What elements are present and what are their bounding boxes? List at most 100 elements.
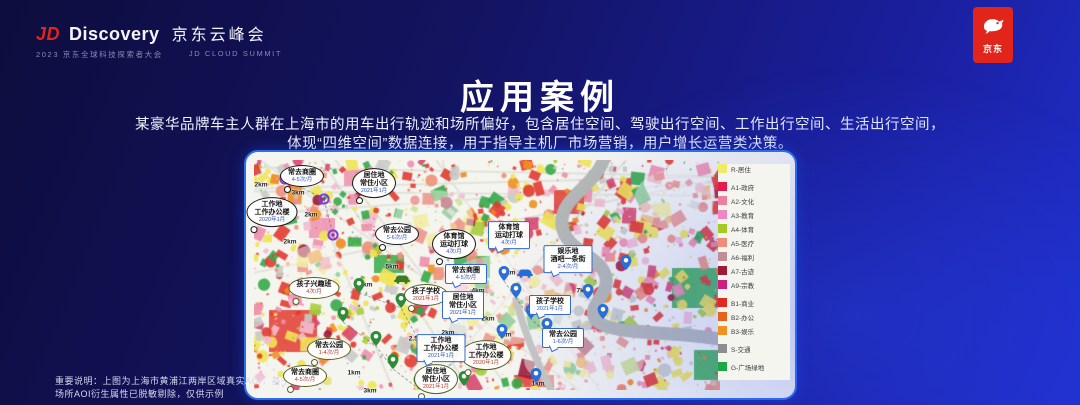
legend-swatch xyxy=(718,224,727,233)
legend-item: A2-文化 xyxy=(718,196,790,206)
summit-name-cn: 京东云峰会 xyxy=(171,27,267,44)
location-pin-icon xyxy=(496,324,508,339)
location-pin-icon xyxy=(510,283,522,298)
legend-label: A2-文化 xyxy=(731,198,755,206)
location-pin-icon xyxy=(498,266,510,281)
distance-label: 1km xyxy=(531,380,545,388)
distance-label: 5km xyxy=(385,263,399,271)
distance-label: 2km xyxy=(283,238,297,246)
location-pin-icon xyxy=(620,255,632,270)
legend-label: A3-教育 xyxy=(731,212,755,220)
footnote-line-1: 重要说明：上图为上海市黄浦江两岸区域真实AOI，基于车主隐私， xyxy=(55,376,339,386)
legend-swatch xyxy=(718,362,727,371)
legend-label: S-交通 xyxy=(731,346,751,354)
page-title: 应用案例 xyxy=(460,79,620,117)
location-pin-icon xyxy=(597,304,609,319)
subtitle-line-2: 体现“四维空间”数据连接，用于指导主机厂市场营销，用户增长运营类决策。 xyxy=(287,136,793,152)
marker-sub: 1-6次/月 xyxy=(552,338,574,345)
map-marker: 居住地 常住小区 2021年1月 xyxy=(414,364,458,398)
marker-title: 孩子兴趣班 xyxy=(296,281,332,289)
legend-item: R-居住 xyxy=(718,164,790,174)
jdd-logo-discovery: Discovery xyxy=(69,24,160,44)
marker-title: 工作办公楼 xyxy=(254,208,290,216)
marker-title: 居住地 xyxy=(363,172,385,180)
legend-label: A5-医疗 xyxy=(731,240,755,248)
jd-badge-label: 京东 xyxy=(982,43,1003,54)
marker-title: 运动打球 xyxy=(495,231,523,239)
car-icon xyxy=(517,268,534,278)
legend-label: A9-宗教 xyxy=(731,282,755,290)
marker-sub: 4-5次/月 xyxy=(291,176,313,183)
map-marker: 孩子兴趣班 4次/月 xyxy=(288,277,340,305)
marker-title: 体育馆 xyxy=(443,233,465,241)
marker-sub: 1-4次/月 xyxy=(318,349,340,356)
marker-title: 孩子学校 xyxy=(536,298,564,306)
jd-dog-icon xyxy=(980,16,1007,40)
marker-title: 运动打球 xyxy=(440,240,468,248)
map-marker: 居住地 常住小区 2021年1月 xyxy=(442,291,484,319)
marker-title: 酒吧一条街 xyxy=(550,255,586,263)
legend-swatch xyxy=(718,344,727,353)
marker-title: 工作地 xyxy=(430,337,452,345)
jd-logo-badge: 京东 xyxy=(973,7,1013,63)
legend-swatch xyxy=(718,252,727,261)
distance-label: 3km xyxy=(359,281,373,289)
legend-item: A5-医疗 xyxy=(718,238,790,248)
marker-title: 工作办公楼 xyxy=(423,344,459,352)
marker-title: 常住小区 xyxy=(422,375,450,383)
gps-ring-icon xyxy=(327,229,339,241)
legend-item: B2-办公 xyxy=(718,312,790,322)
distance-label: 1km xyxy=(347,369,361,377)
map-marker: 娱乐地 酒吧一条街 2-4次/月 xyxy=(543,245,593,273)
marker-sub: 2021年1月 xyxy=(422,383,450,390)
distance-label: 2km xyxy=(481,315,495,323)
map-marker: 常去公园 5-6次/月 xyxy=(375,223,419,251)
marker-sub: 2020年1月 xyxy=(258,216,286,223)
marker-sub: 4次/月 xyxy=(306,288,322,295)
legend-label: B3-娱乐 xyxy=(731,328,755,336)
legend-label: B1-商业 xyxy=(731,300,755,308)
car-icon xyxy=(394,274,411,284)
legend-swatch xyxy=(718,164,727,173)
legend-swatch xyxy=(718,182,727,191)
legend-label: A4-体育 xyxy=(731,226,755,234)
location-pin-icon xyxy=(337,307,349,322)
legend-item: A3-教育 xyxy=(718,210,790,220)
summit-subtitle-cn: 2023 京东全球科技探索者大会 xyxy=(36,50,163,59)
marker-title: 娱乐地 xyxy=(557,248,579,256)
marker-title: 常去商圈 xyxy=(291,369,319,377)
marker-sub: 4次/月 xyxy=(446,248,462,255)
legend-item: A7-古迹 xyxy=(718,266,790,276)
legend-swatch xyxy=(718,238,727,247)
marker-sub: 2021年1月 xyxy=(449,309,477,316)
distance-label: 3km xyxy=(363,387,377,395)
marker-title: 常住小区 xyxy=(360,179,388,187)
legend-item: A6-福利 xyxy=(718,252,790,262)
marker-title: 工作地 xyxy=(475,344,497,352)
map-marker: 工作地 工作办公楼 2020年1月 xyxy=(246,197,298,233)
legend-label: G-广场绿地 xyxy=(731,364,765,372)
map-marker: 常去商圈 4-5次/月 xyxy=(445,264,487,284)
legend-item: A1-政府 xyxy=(718,182,790,192)
map-marker: 体育馆 运动打球 4次/月 xyxy=(432,229,476,265)
summit-subtitle-en: JD CLOUD SUMMIT xyxy=(188,49,283,58)
footnote-line-2: 场所AOI衍生属性已脱敏剔除，仅供示例 xyxy=(55,389,225,399)
marker-sub: 4-5次/月 xyxy=(294,376,316,383)
marker-sub: 2021年1月 xyxy=(412,295,440,302)
legend-swatch xyxy=(718,326,727,335)
legend-item: A9-宗教 xyxy=(718,280,790,290)
jdd-logo-jd: JD xyxy=(36,24,61,44)
legend-label: A7-古迹 xyxy=(731,268,755,276)
map-marker: 孩子学校 2021年1月 xyxy=(529,295,571,315)
marker-sub: 2020年1月 xyxy=(472,359,500,366)
distance-label: 2km xyxy=(304,211,318,219)
location-pin-icon xyxy=(387,354,399,369)
location-pin-icon xyxy=(353,278,365,293)
gps-ring-icon xyxy=(318,193,330,205)
legend-item: B3-娱乐 xyxy=(718,326,790,336)
marker-title: 常去商圈 xyxy=(288,169,316,177)
marker-sub: 4-5次/月 xyxy=(455,274,477,281)
marker-title: 居住地 xyxy=(452,294,474,302)
marker-title: 常住小区 xyxy=(449,301,477,309)
